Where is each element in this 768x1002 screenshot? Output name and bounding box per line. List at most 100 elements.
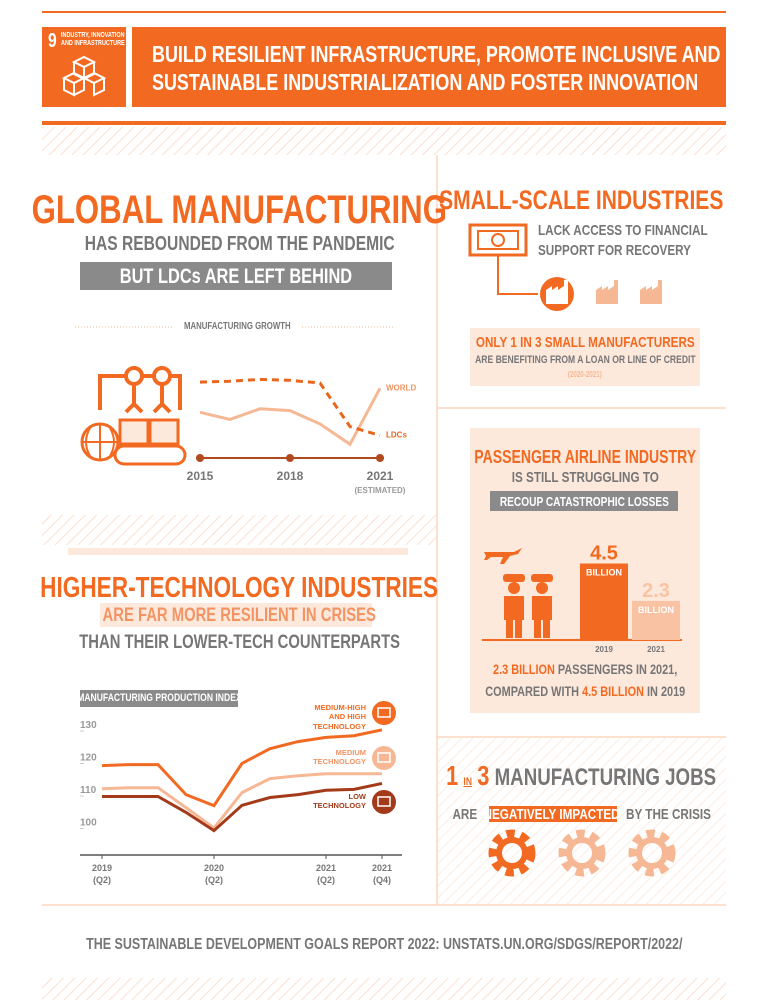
stat: ONLY 1 IN 3 SMALL MANUFACTURERS (475, 334, 695, 351)
caption-text: PASSENGERS IN 2021, (554, 661, 678, 677)
caption-text: IN 2019 (643, 683, 686, 699)
x-tick-label: 2021 (647, 645, 665, 654)
highlight-box (100, 603, 372, 627)
cubes-icon (61, 55, 107, 97)
legend-icon-glyph (377, 752, 391, 763)
x-tick-label: 2021 (Q2) (315, 863, 337, 885)
legend-label: LOW TECHNOLOGY (313, 792, 366, 811)
top-rule (42, 11, 726, 13)
highlight-box (489, 806, 617, 822)
title-box (132, 27, 726, 107)
subheadline: HAS REBOUNDED FROM THE PANDEMIC (84, 233, 395, 255)
text: ARE (452, 806, 477, 823)
unit-label: BILLION (586, 568, 622, 578)
text: MANUFACTURING JOBS (494, 764, 717, 791)
chart-title: MANUFACTURING GROWTH (183, 321, 291, 332)
banner-box (490, 491, 678, 511)
tagline: THAN THEIR LOWER-TECH COUNTERPARTS (79, 632, 400, 653)
x-tick-label: 2021 (Q4) (371, 863, 393, 885)
caption-highlight: 2.3 BILLION (492, 661, 555, 677)
y-tick-label: 120 (80, 753, 97, 764)
legend-icon-glyph (377, 707, 391, 718)
banner: RECOUP CATASTROPHIC LOSSES (499, 494, 669, 509)
text: SUPPORT FOR RECOVERY (538, 242, 691, 259)
x-tick-label: 2019 (595, 645, 613, 654)
x-note: (ESTIMATED) (355, 486, 406, 495)
y-tick-label: 110 (80, 785, 97, 796)
y-tick-label: 130 (80, 720, 97, 731)
legend-icon (372, 701, 396, 725)
number: 1 (446, 760, 459, 791)
headline: PASSENGER AIRLINE INDUSTRY (474, 447, 696, 467)
plane-icon (484, 548, 522, 564)
stat-detail: ARE BENEFITING FROM A LOAN OR LINE OF CR… (474, 354, 696, 366)
series-line (199, 377, 381, 437)
subheadline: ARE FAR MORE RESILIENT IN CRISES (102, 605, 377, 626)
chart-title: MANUFACTURING PRODUCTION INDEX (76, 692, 242, 704)
value-label: 2.3 (642, 580, 670, 602)
caption-highlight: 4.5 BILLION (581, 683, 644, 699)
bar (632, 600, 680, 640)
x-tick-label: 2018 (277, 469, 304, 483)
goal-number: 9 (48, 30, 57, 52)
subheadline: IS STILL STRUGGLING TO (511, 469, 659, 486)
unit-label: BILLION (638, 605, 674, 615)
series-line (199, 387, 382, 447)
series-line (101, 728, 383, 808)
word: IN (463, 776, 473, 788)
factories-icon (540, 277, 662, 311)
x-tick (196, 454, 204, 462)
hatch-band (42, 515, 437, 545)
x-tick-label: 2021 (367, 469, 394, 483)
x-tick (376, 454, 384, 462)
series-label: WORLD (386, 383, 416, 392)
banner-box (80, 262, 392, 290)
robot-icon (80, 366, 187, 466)
series-label: LDCs (386, 430, 407, 439)
hatch-band (42, 127, 726, 155)
number: 3 (477, 760, 490, 791)
x-tick-label: 2019 (Q2) (91, 863, 113, 885)
headline: GLOBAL MANUFACTURING (31, 188, 448, 232)
x-tick-label: 2020 (Q2) (203, 863, 225, 885)
legend-label: MEDIUM TECHNOLOGY (313, 748, 366, 767)
header-title: SUSTAINABLE INDUSTRIALIZATION AND FOSTER… (152, 69, 699, 95)
stat-box (470, 328, 700, 386)
bar (580, 563, 628, 640)
legend-icon-glyph (377, 796, 391, 807)
footer: THE SUSTAINABLE DEVELOPMENT GOALS REPORT… (85, 936, 683, 953)
chart-title-box (80, 690, 238, 707)
accent-bar (68, 548, 408, 555)
caption: COMPARED WITH 4.5 BILLION IN 2019 (470, 684, 700, 698)
gears-icon (488, 829, 676, 877)
hatch-band (42, 978, 726, 1000)
y-tick-label: 100 (80, 818, 97, 829)
legend-icon (372, 790, 396, 814)
headline: HIGHER-TECHNOLOGY INDUSTRIES (40, 572, 439, 604)
jobs-headline: 1 IN 3 MANUFACTURING JOBS (437, 762, 726, 790)
legend-icon (372, 746, 396, 770)
goal-name: INDUSTRY, INNOVATION (61, 32, 125, 39)
money-icon (468, 223, 538, 295)
series-line (102, 782, 383, 833)
legend-label: MEDIUM-HIGH AND HIGH TECHNOLOGY (313, 703, 366, 731)
banner: BUT LDCs ARE LEFT BEHIND (119, 265, 353, 288)
series-line (101, 772, 382, 831)
x-tick (286, 454, 294, 462)
highlight: NEGATIVELY IMPACTED (483, 806, 620, 823)
goal-name: AND INFRASTRUCTURE (61, 40, 125, 47)
x-tick-label: 2015 (187, 469, 214, 483)
jobs-subheadline: ARE NEGATIVELY IMPACTED BY THE CRISIS (437, 807, 726, 822)
headline: SMALL-SCALE INDUSTRIES (439, 185, 724, 215)
text: LACK ACCESS TO FINANCIAL (538, 222, 708, 239)
caption: 2.3 BILLION PASSENGERS IN 2021, (470, 662, 700, 676)
pilots-icon (503, 574, 553, 638)
period: (2020-2021) (567, 370, 603, 379)
header-title: BUILD RESILIENT INFRASTRUCTURE, PROMOTE … (152, 41, 721, 67)
text: BY THE CRISIS (625, 806, 711, 823)
value-label: 4.5 (590, 543, 618, 565)
caption-text: COMPARED WITH (484, 683, 582, 699)
header-rule (42, 121, 726, 125)
